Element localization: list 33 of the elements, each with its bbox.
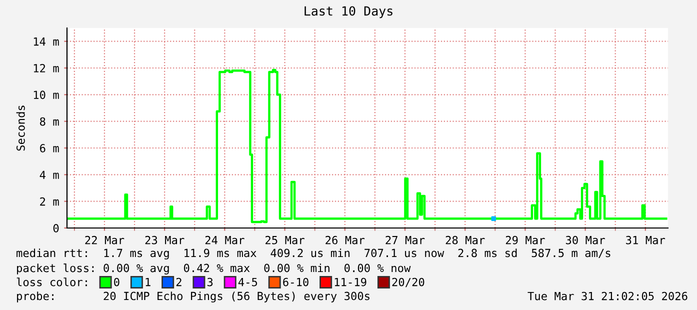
x-tick-label: 25 Mar bbox=[266, 236, 304, 244]
legend-label: 3 bbox=[207, 278, 213, 286]
y-tick-label: 8 m bbox=[40, 117, 59, 126]
legend-label: 6-10 bbox=[283, 278, 308, 286]
legend-label: 20/20 bbox=[392, 278, 424, 288]
y-tick-label: 0 bbox=[53, 224, 59, 232]
x-tick-label: 26 Mar bbox=[326, 236, 365, 244]
x-tick-label: 28 Mar bbox=[446, 236, 485, 244]
y-tick-label: 10 m bbox=[34, 90, 59, 100]
x-tick-label: 23 Mar bbox=[145, 236, 184, 244]
x-tick-label: 24 Mar bbox=[205, 236, 244, 244]
x-tick-label: 29 Mar bbox=[506, 236, 545, 244]
x-tick-label: 22 Mar bbox=[85, 236, 124, 244]
x-tick-label: 31 Mar bbox=[626, 236, 666, 244]
text: packet loss: 0.00 % avg 0.42 % max 0.00 % min 0.00 % now bbox=[17, 264, 411, 274]
y-tick-label: 6 m bbox=[40, 144, 59, 152]
y-tick-label: 4 m bbox=[40, 170, 59, 179]
chart-title: Last 10 Days bbox=[304, 6, 392, 18]
y-tick-label: 14 m bbox=[34, 37, 59, 46]
legend-label: 4-5 bbox=[238, 278, 258, 286]
legend-label: 2 bbox=[176, 278, 182, 286]
text: Tue Mar 31 21:02:05 2026 bbox=[528, 292, 688, 300]
y-tick-label: 12 m bbox=[34, 64, 59, 72]
y-tick-label: 2 m bbox=[40, 197, 59, 206]
legend-title: loss color: bbox=[16, 278, 87, 286]
y-axis-title: Seconds bbox=[16, 106, 25, 151]
legend-label: 0 bbox=[114, 278, 120, 286]
text: median rtt: 1.7 ms avg 11.9 ms max 409.2 us min 707.1 us now 2.8 ms sd 587.5 m am/s bbox=[16, 248, 610, 260]
x-tick-label: 27 Mar bbox=[386, 236, 425, 244]
legend-label: 1 bbox=[146, 278, 150, 286]
x-tick-label: 30 Mar bbox=[566, 236, 605, 244]
legend-label: 11-19 bbox=[334, 278, 366, 286]
text: probe: 20 ICMP Echo Pings (56 Bytes) every 300s bbox=[17, 292, 370, 302]
